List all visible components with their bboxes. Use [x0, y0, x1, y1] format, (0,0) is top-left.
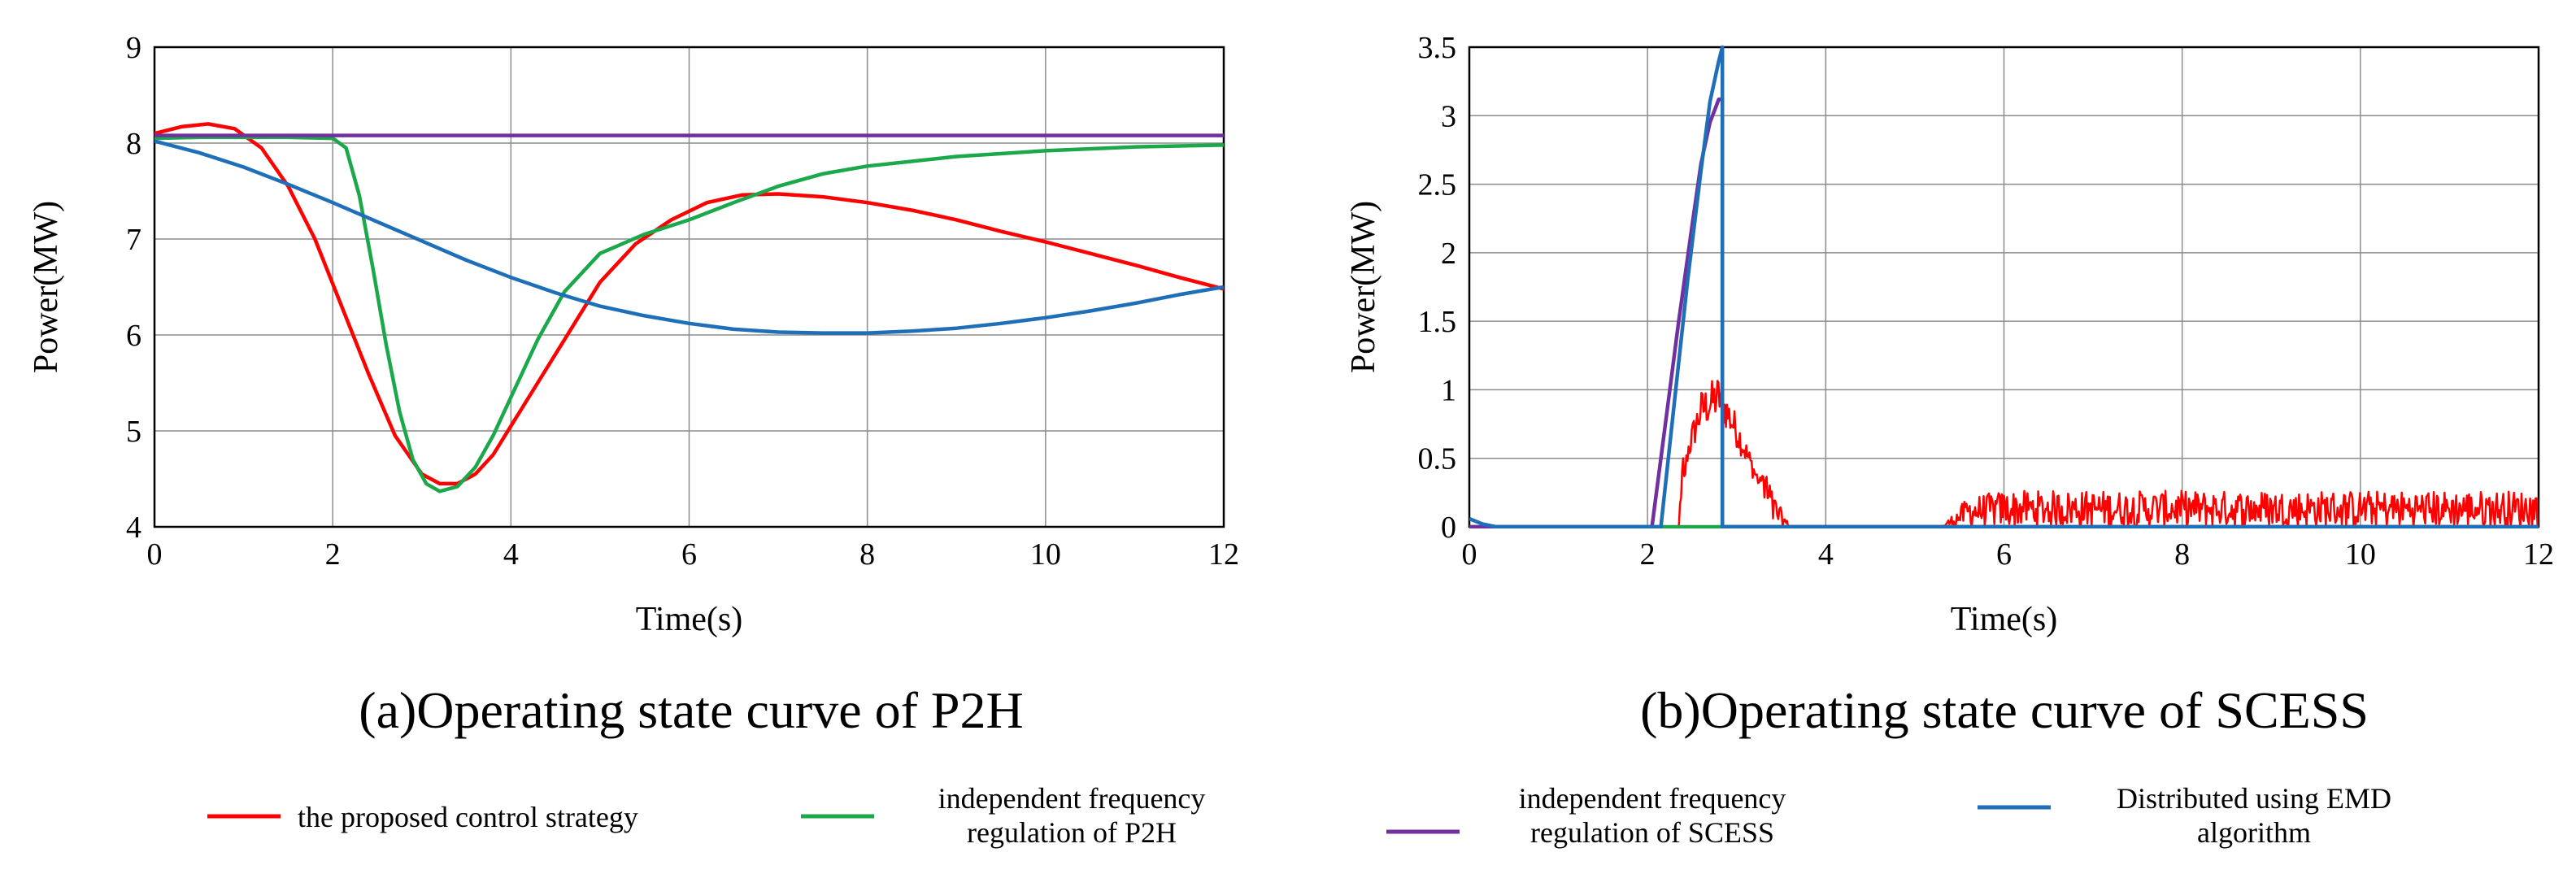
- y-tick-label: 6: [126, 319, 141, 353]
- x-tick-label: 8: [2174, 537, 2190, 572]
- x-tick-label: 12: [1208, 537, 1239, 572]
- y-tick-label: 9: [126, 31, 141, 65]
- x-tick-label: 2: [325, 537, 341, 572]
- series-line-p2h-0: [154, 122, 1224, 486]
- y-tick-label: 0: [1441, 511, 1456, 545]
- y-tick-label: 3.5: [1418, 31, 1457, 65]
- x-tick-label: 12: [2523, 537, 2554, 572]
- legend: the proposed control strategy independen…: [207, 782, 2391, 849]
- x-tick-label: 4: [503, 537, 519, 572]
- x-tick-label: 2: [1640, 537, 1656, 572]
- legend-label-p2h-line1: independent frequency: [938, 782, 1206, 815]
- x-tick-label: 0: [1462, 537, 1477, 572]
- legend-label-emd-line1: Distributed using EMD: [2117, 782, 2391, 815]
- chart-caption: (b)Operating state curve of SCESS: [1640, 681, 2369, 739]
- series-line-p2h-3: [154, 139, 1224, 335]
- y-axis-label: Power(MW): [1345, 201, 1382, 373]
- legend-label-scess-line1: independent frequency: [1519, 782, 1786, 815]
- x-tick-label: 6: [681, 537, 697, 572]
- series-line-p2h-1: [154, 135, 1224, 494]
- x-axis-label: Time(s): [1951, 601, 2057, 638]
- x-tick-label: 6: [1996, 537, 2012, 572]
- y-tick-label: 1.5: [1418, 305, 1457, 339]
- y-tick-label: 0.5: [1418, 442, 1457, 476]
- y-tick-label: 2.5: [1418, 168, 1457, 202]
- chart-caption: (a)Operating state curve of P2H: [359, 681, 1023, 739]
- legend-label-proposed: the proposed control strategy: [298, 801, 638, 833]
- y-tick-label: 7: [126, 223, 141, 257]
- chart-p2h: 0 2 4 6 8 10 12 4 5 6 7 8 9 Time(s) Power(MW) (a)Operat…: [28, 31, 1239, 739]
- chart-scess: 0 2 4 6 8 10 12 0 0.5 1 1.5 2 2.5 3 3.5 Time(s) Power(MW…: [1345, 31, 2554, 739]
- y-axis-label: Power(MW): [28, 201, 65, 373]
- x-tick-label: 10: [1030, 537, 1061, 572]
- series-line-scess-3: [1469, 45, 2539, 528]
- x-axis-label: Time(s): [636, 601, 742, 638]
- x-tick-label: 4: [1818, 537, 1834, 572]
- y-tick-label: 3: [1441, 99, 1456, 133]
- legend-label-emd-line2: algorithm: [2197, 816, 2311, 849]
- y-tick-label: 8: [126, 127, 141, 161]
- legend-label-p2h-line2: regulation of P2H: [967, 816, 1177, 849]
- y-tick-label: 5: [126, 415, 141, 449]
- y-tick-label: 1: [1441, 373, 1456, 407]
- y-tick-label: 4: [126, 511, 141, 545]
- x-tick-label: 8: [859, 537, 875, 572]
- legend-label-scess-line2: regulation of SCESS: [1530, 816, 1774, 849]
- y-tick-label: 2: [1441, 237, 1456, 271]
- x-tick-label: 0: [147, 537, 163, 572]
- x-tick-label: 10: [2345, 537, 2376, 572]
